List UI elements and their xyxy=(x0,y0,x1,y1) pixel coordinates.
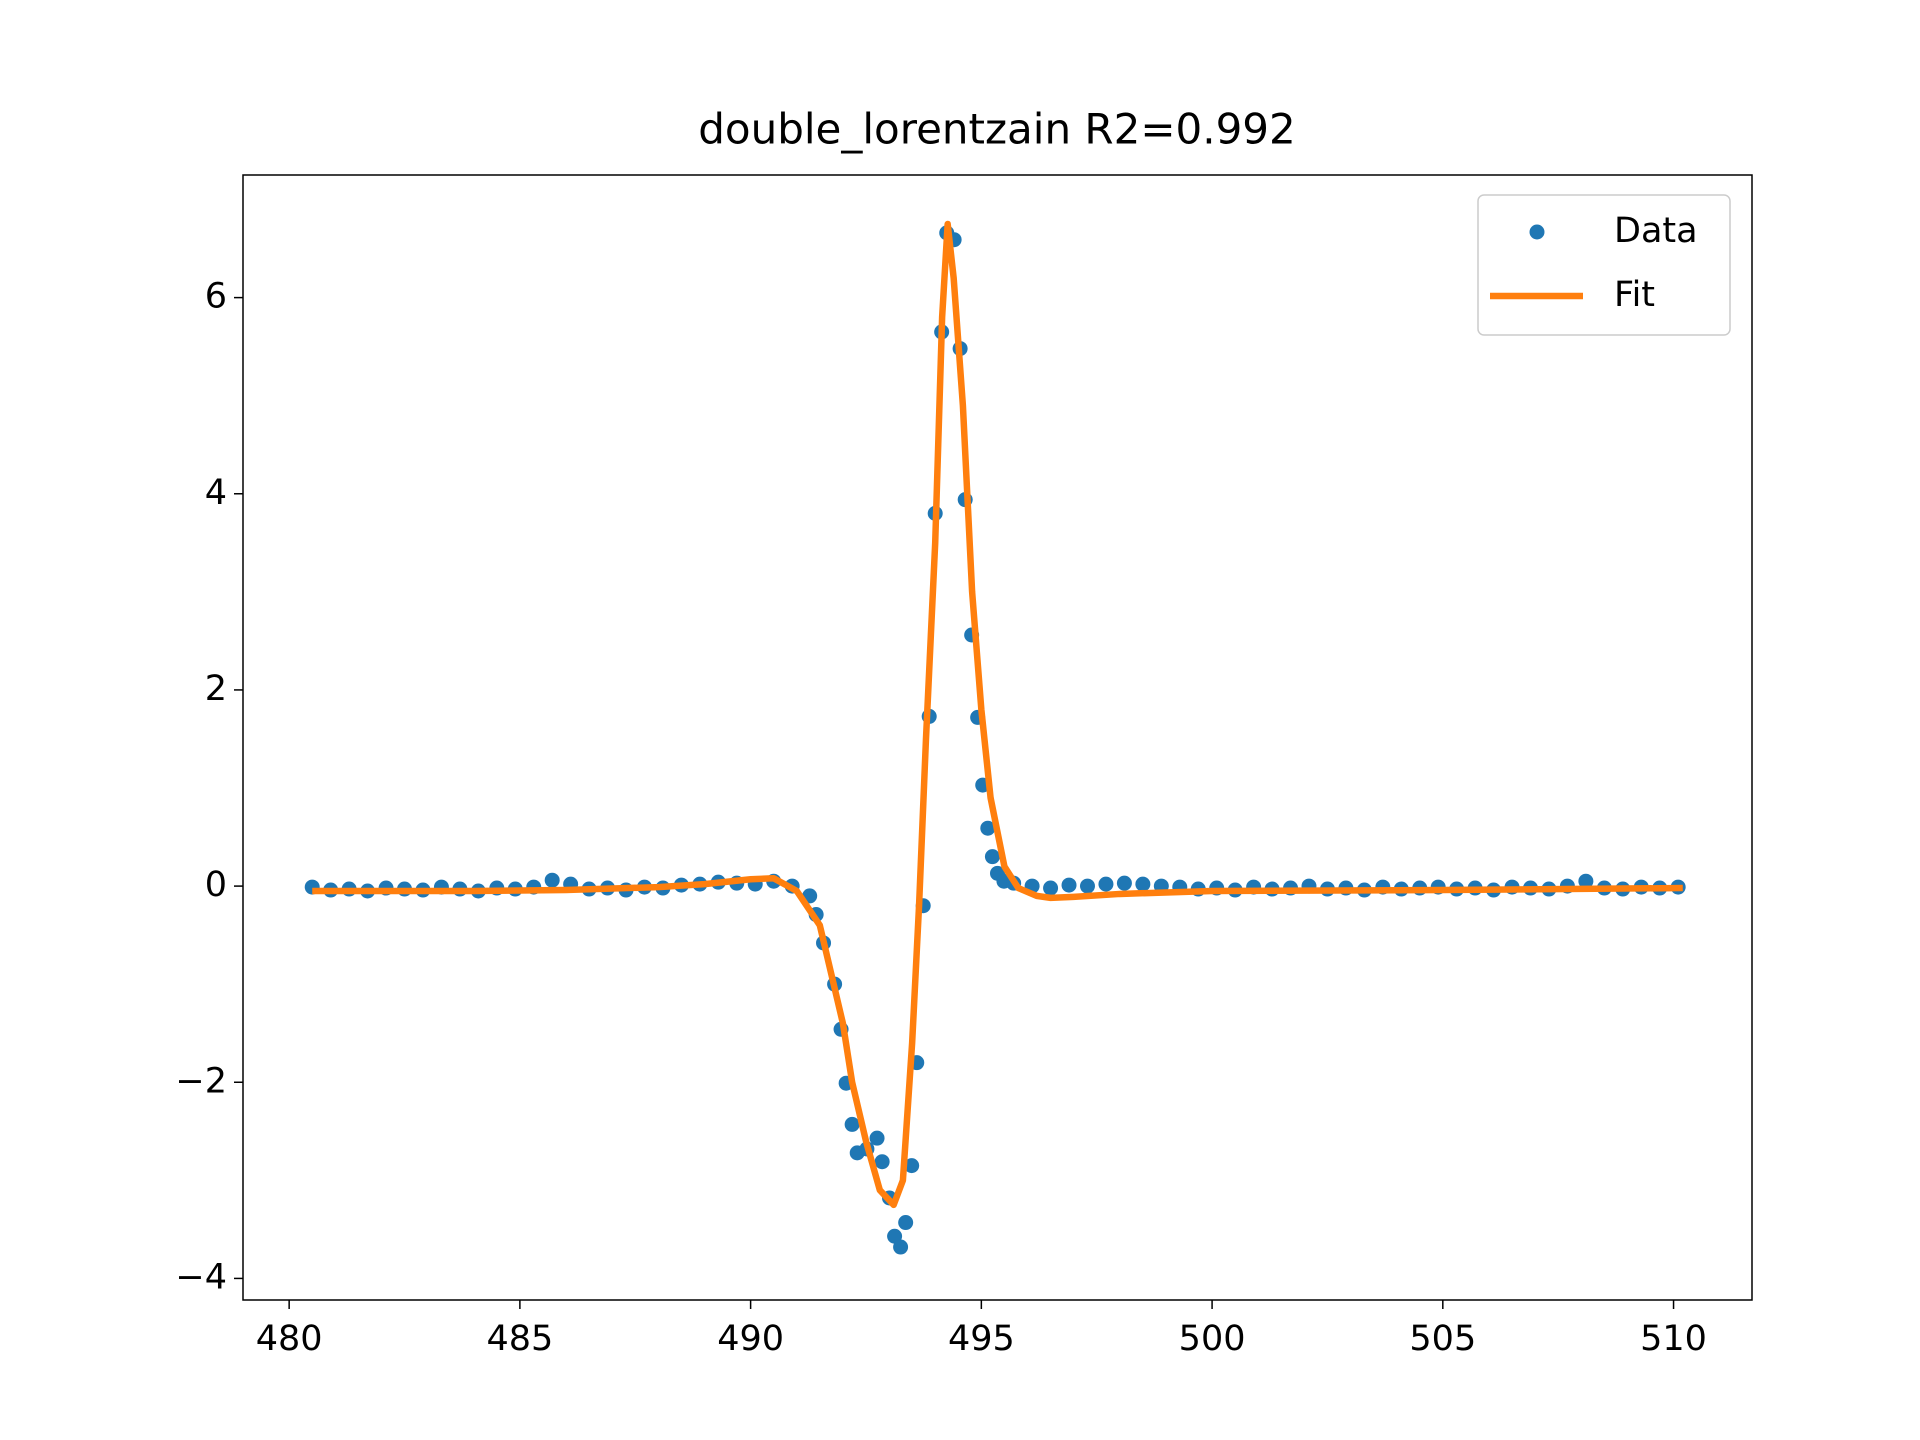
data-point xyxy=(1079,878,1095,894)
data-point xyxy=(1578,873,1594,889)
data-point xyxy=(1116,875,1132,891)
data-point xyxy=(1043,880,1059,896)
x-tick-label: 495 xyxy=(948,1319,1015,1359)
data-point xyxy=(984,849,1000,865)
data-point xyxy=(869,1130,885,1146)
x-tick-label: 510 xyxy=(1640,1319,1707,1359)
x-tick-label: 505 xyxy=(1409,1319,1476,1359)
x-tick-label: 480 xyxy=(256,1319,323,1359)
data-point xyxy=(898,1215,914,1231)
data-point xyxy=(544,872,560,888)
data-point xyxy=(904,1158,920,1174)
y-tick-label: −4 xyxy=(175,1257,227,1297)
x-tick-label: 485 xyxy=(486,1319,553,1359)
data-point xyxy=(844,1116,860,1132)
legend: Data Fit xyxy=(1477,194,1731,336)
data-point xyxy=(893,1239,909,1255)
data-point xyxy=(1135,876,1151,892)
legend-label: Fit xyxy=(1614,275,1655,315)
data-point xyxy=(1098,876,1114,892)
data-point xyxy=(980,820,996,836)
plot-frame xyxy=(242,174,1753,1301)
data-point xyxy=(1061,877,1077,893)
y-tick-label: 6 xyxy=(205,277,227,317)
x-tick-label: 490 xyxy=(717,1319,784,1359)
data-point xyxy=(874,1154,890,1170)
y-tick-label: 4 xyxy=(205,473,227,513)
y-tick-label: 0 xyxy=(205,865,227,905)
fit-line xyxy=(312,220,1683,1209)
y-tick-label: −2 xyxy=(175,1061,227,1101)
legend-label: Data xyxy=(1614,211,1698,251)
legend-marker xyxy=(1529,224,1545,240)
chart-title: double_lorentzain R2=0.992 xyxy=(698,105,1296,154)
x-tick-label: 500 xyxy=(1179,1319,1246,1359)
y-tick-label: 2 xyxy=(205,669,227,709)
